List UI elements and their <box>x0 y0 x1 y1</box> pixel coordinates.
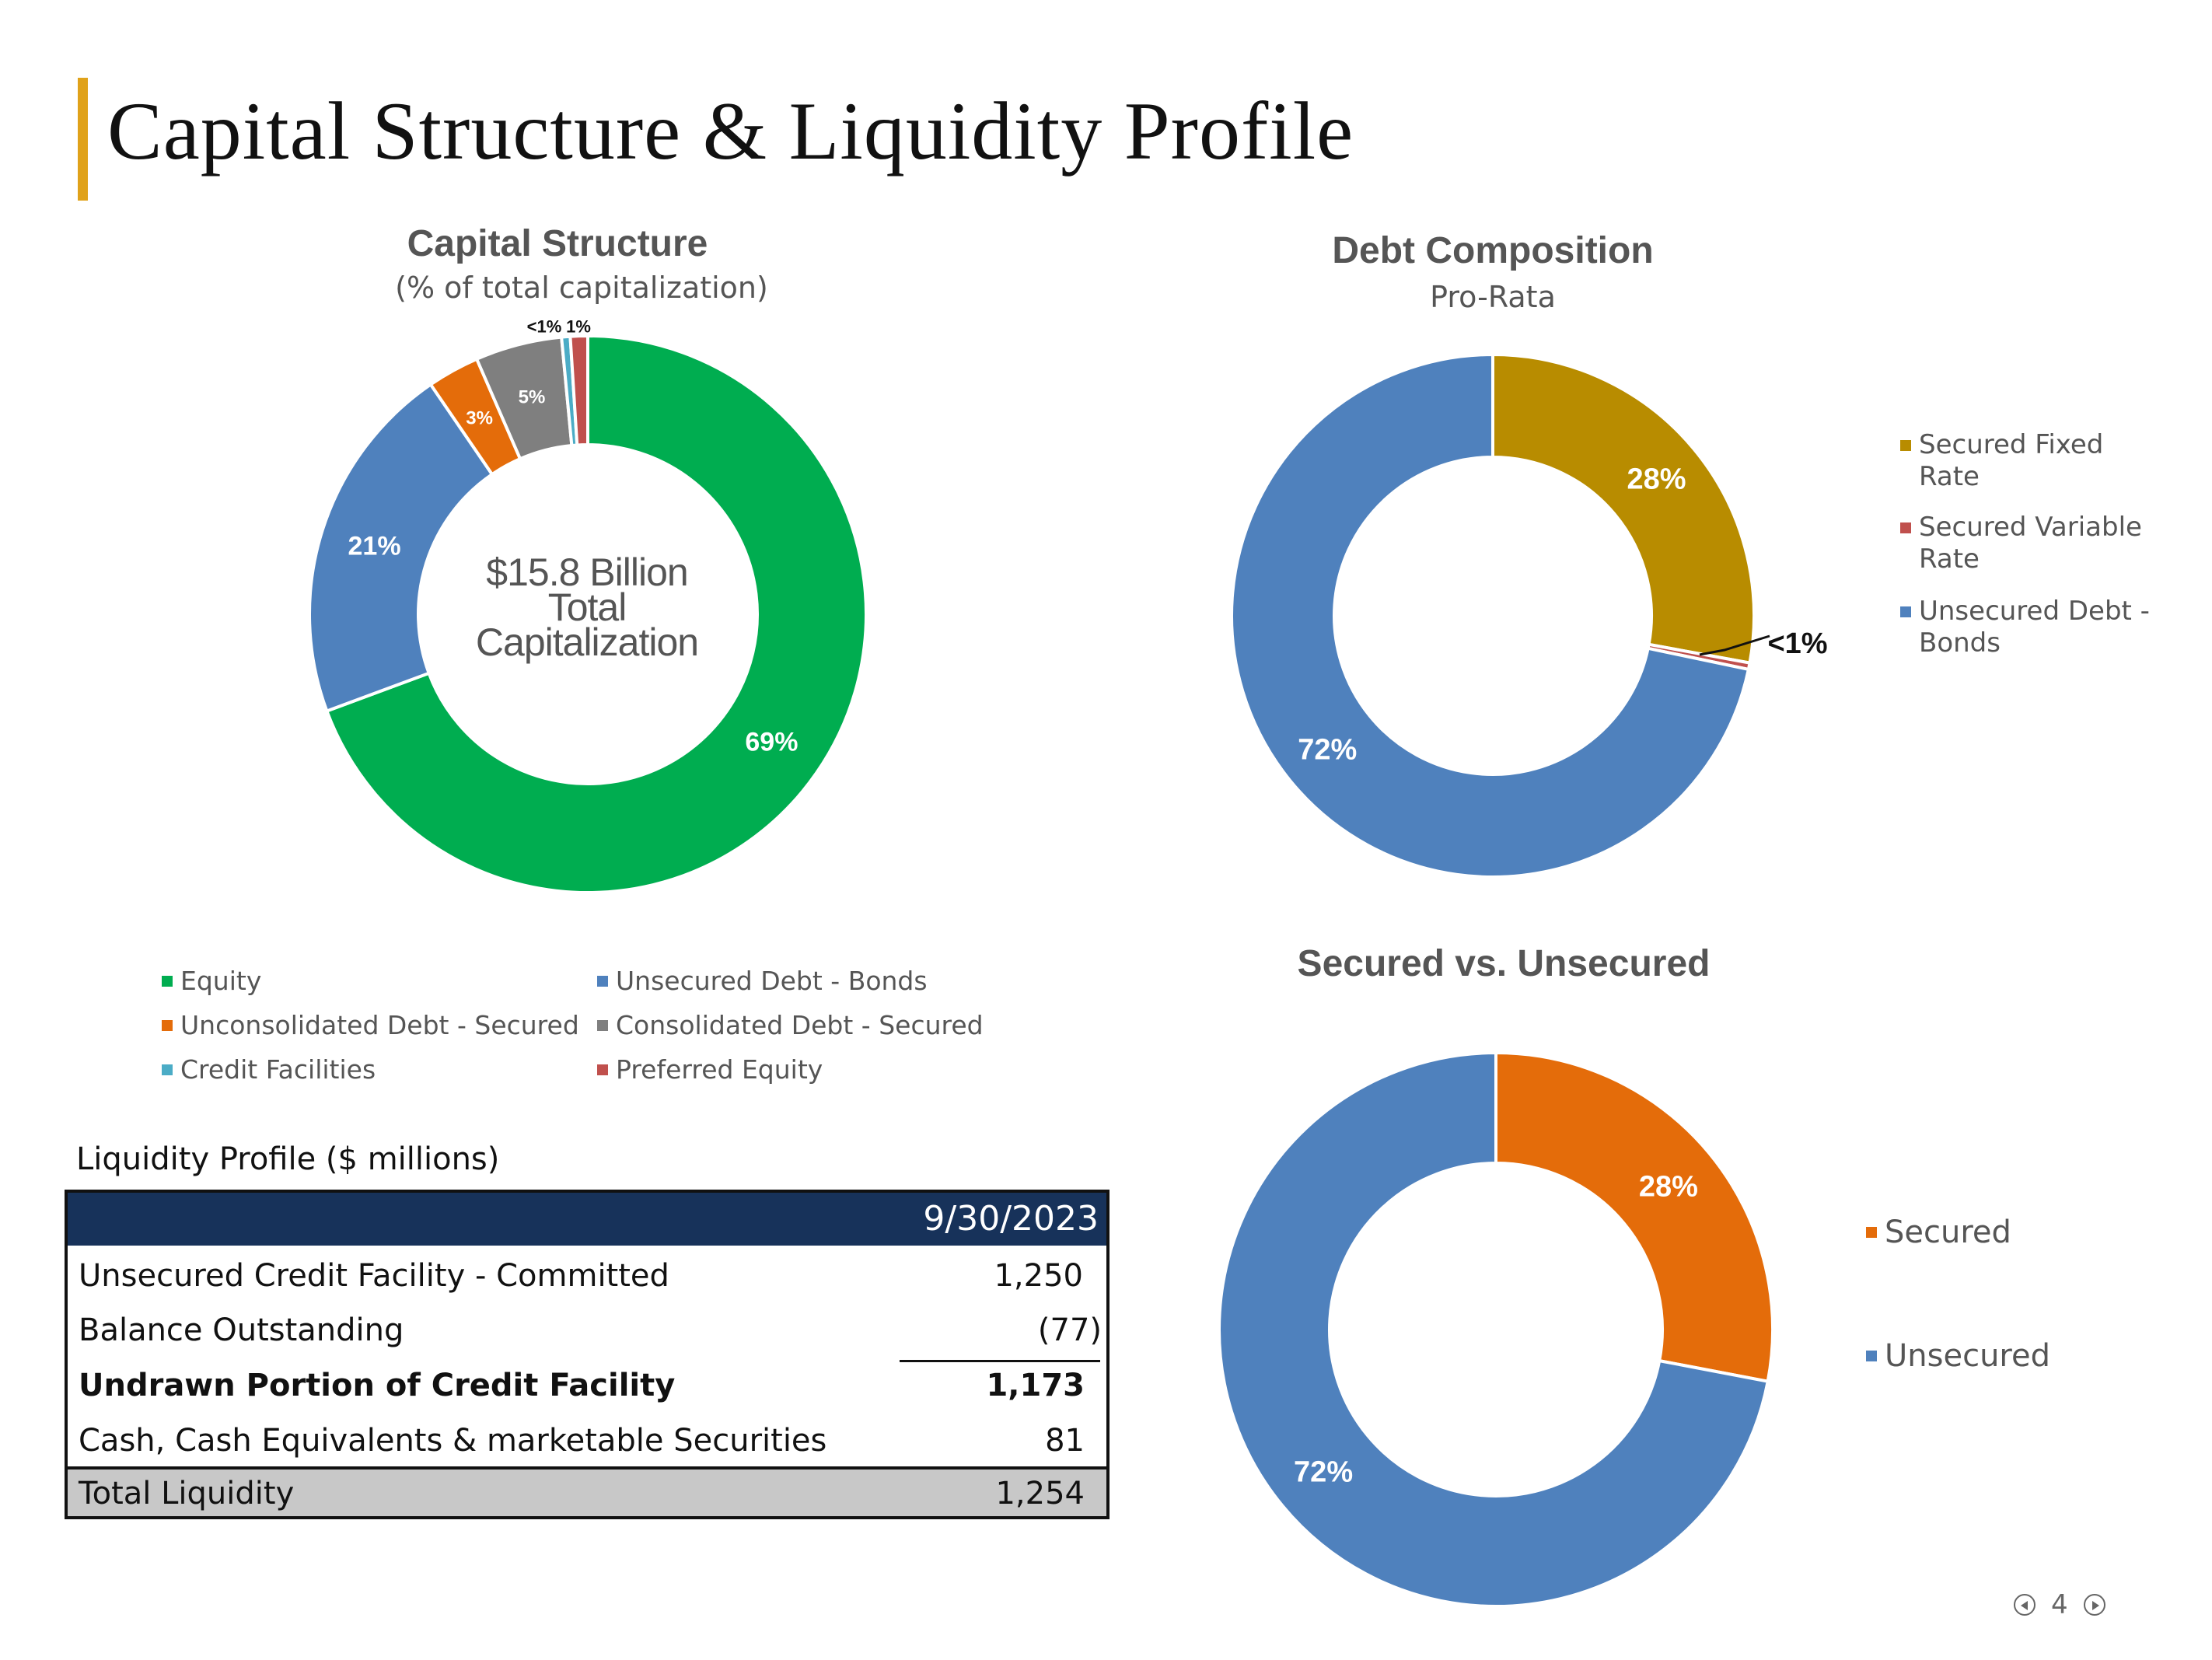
row-label: Total Liquidity <box>79 1476 295 1511</box>
data-label: 5% <box>519 387 546 408</box>
row-value: 1,254 <box>995 1476 1085 1511</box>
donut-slice-secured-fixed-rate <box>1491 352 1756 665</box>
legend-label: Unconsolidated Debt - Secured <box>180 1010 579 1040</box>
leader-line <box>1699 634 1770 656</box>
legend-unsecured-debt-bonds: Unsecured Debt - Bonds <box>597 966 928 996</box>
legend-secured: Secured <box>1866 1214 2011 1250</box>
legend-preferred-equity: Preferred Equity <box>597 1054 823 1085</box>
previous-page-icon[interactable] <box>2014 1594 2036 1616</box>
legend-label: Unsecured <box>1885 1338 2050 1374</box>
center-label-line-1: $15.8 Billion <box>486 550 688 594</box>
debt-composition-title: Debt Composition <box>1332 230 1654 271</box>
legend-secured-fixed-rate: Secured Fixed Rate <box>1900 429 2157 493</box>
data-label: <1% <box>527 317 562 337</box>
legend-label: Credit Facilities <box>180 1054 376 1085</box>
table-row-total: Total Liquidity 1,254 <box>68 1466 1106 1516</box>
legend-swatch <box>162 1019 173 1031</box>
table-row: Balance Outstanding (77) <box>68 1303 1106 1358</box>
page-title: Capital Structure & Liquidity Profile <box>107 86 1354 176</box>
legend-swatch <box>1900 440 1911 451</box>
donut-slice-unsecured-debt-bonds <box>1230 352 1751 879</box>
data-label: 28% <box>1627 463 1686 496</box>
liquidity-table-header: 9/30/2023 <box>68 1193 1106 1246</box>
legend-swatch <box>1900 606 1911 617</box>
capital-structure-center-label: $15.8 Billion Total Capitalization <box>435 550 739 664</box>
page-navigation: 4 <box>2014 1589 2105 1620</box>
title-accent-bar <box>78 78 88 201</box>
legend-label: Secured <box>1885 1214 2011 1250</box>
secured-vs-unsecured-title: Secured vs. Unsecured <box>1297 943 1711 984</box>
row-label: Cash, Cash Equivalents & marketable Secu… <box>79 1423 827 1459</box>
legend-unsecured: Unsecured <box>1866 1338 2050 1374</box>
page-number: 4 <box>2051 1589 2068 1620</box>
legend-swatch <box>1866 1227 1877 1238</box>
capital-structure-title: Capital Structure <box>407 223 708 264</box>
row-label: Undrawn Portion of Credit Facility <box>79 1368 676 1403</box>
legend-credit-facilities: Credit Facilities <box>162 1054 376 1085</box>
legend-swatch <box>1900 522 1911 533</box>
debt-composition-subtitle: Pro-Rata <box>1430 280 1556 314</box>
liquidity-date: 9/30/2023 <box>923 1199 1099 1239</box>
data-label: 69% <box>745 727 798 757</box>
data-label: 72% <box>1298 734 1357 767</box>
capital-structure-subtitle: (% of total capitalization) <box>395 271 768 305</box>
legend-secured-variable-rate: Secured Variable Rate <box>1900 512 2157 575</box>
legend-unsecured-debt-bonds-2: Unsecured Debt - Bonds <box>1900 596 2157 659</box>
legend-unconsolidated-debt-secured: Unconsolidated Debt - Secured <box>162 1010 579 1040</box>
legend-swatch <box>162 1064 173 1075</box>
data-label: 21% <box>348 532 401 561</box>
row-label: Unsecured Credit Facility - Committed <box>79 1258 669 1294</box>
legend-swatch <box>1866 1351 1877 1361</box>
subtotal-rule <box>900 1360 1100 1362</box>
legend-label: Unsecured Debt - Bonds <box>616 966 928 996</box>
legend-swatch <box>597 975 608 987</box>
row-value: 1,250 <box>994 1258 1083 1294</box>
data-label: 28% <box>1639 1170 1698 1203</box>
legend-swatch <box>597 1019 608 1031</box>
legend-equity: Equity <box>162 966 261 996</box>
center-label-line-2: Total <box>547 585 627 629</box>
donut-slice-unsecured <box>1218 1050 1770 1608</box>
donut-slice-equity <box>324 334 868 894</box>
data-label: <1% <box>1767 627 1827 660</box>
row-value: (77) <box>1037 1312 1102 1348</box>
table-row: Unsecured Credit Facility - Committed 1,… <box>68 1249 1106 1303</box>
legend-label: Equity <box>180 966 262 996</box>
data-label: 1% <box>566 317 591 337</box>
legend-label: Unsecured Debt - Bonds <box>1919 596 2150 659</box>
donut-slice-secured <box>1494 1050 1774 1384</box>
next-page-icon[interactable] <box>2083 1594 2105 1616</box>
liquidity-profile-label: Liquidity Profile ($ millions) <box>76 1141 500 1177</box>
legend-swatch <box>597 1064 608 1075</box>
liquidity-table: 9/30/2023 Unsecured Credit Facility - Co… <box>65 1190 1109 1519</box>
legend-label: Secured Variable Rate <box>1919 512 2142 575</box>
row-value: 1,173 <box>986 1368 1085 1403</box>
donut-slice-unsecured-debt-bonds <box>308 382 494 714</box>
donut-slice-preferred-equity <box>568 334 589 447</box>
legend-label: Preferred Equity <box>616 1054 823 1085</box>
legend-label: Consolidated Debt - Secured <box>616 1010 984 1040</box>
table-row: Cash, Cash Equivalents & marketable Secu… <box>68 1414 1106 1468</box>
legend-label: Secured Fixed Rate <box>1919 429 2104 492</box>
legend-swatch <box>162 975 173 987</box>
data-label: 72% <box>1294 1456 1353 1489</box>
row-value: 81 <box>1045 1423 1085 1459</box>
table-row: Undrawn Portion of Credit Facility 1,173 <box>68 1358 1106 1413</box>
center-label-line-3: Capitalization <box>475 620 699 664</box>
row-label: Balance Outstanding <box>79 1312 404 1348</box>
legend-consolidated-debt-secured: Consolidated Debt - Secured <box>597 1010 984 1040</box>
data-label: 3% <box>466 407 493 428</box>
